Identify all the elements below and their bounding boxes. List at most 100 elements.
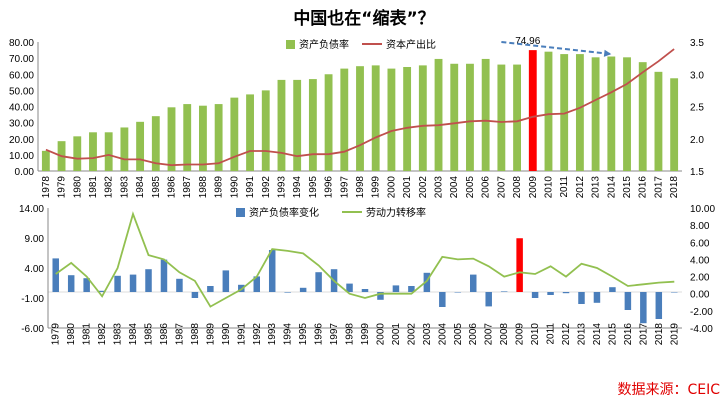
bar-1986: [167, 107, 176, 171]
x-tick-label: 1993: [276, 176, 287, 199]
bar-2017: [640, 292, 647, 324]
x-tick-label: 2012: [561, 323, 572, 346]
bar-1981: [83, 278, 90, 292]
legend-label-bar: 资产负债率变化: [249, 206, 319, 219]
y-right-tick-label: 6.00: [690, 238, 710, 249]
x-tick-label: 2010: [543, 176, 554, 199]
x-tick-label: 2014: [606, 176, 617, 199]
bar-2011: [547, 292, 554, 295]
x-tick-label: 2007: [496, 176, 507, 199]
bar-1982: [104, 132, 113, 171]
x-tick-label: 2019: [669, 323, 680, 346]
x-tick-label: 1992: [252, 323, 263, 346]
y-left-tick-label: 30.00: [9, 119, 34, 130]
bar-1999: [371, 65, 380, 171]
chart-top: 0.00 10.00 20.00 30.00 40.00 50.00 60.00 70.00 8…: [9, 36, 704, 199]
y-right-tick-label: 2.0: [690, 135, 704, 146]
x-tick-label: 2000: [375, 323, 386, 346]
bar-2016: [624, 292, 632, 310]
x-tick-label: 1989: [214, 176, 225, 199]
bar-2000: [387, 68, 396, 171]
bar-2013: [591, 57, 600, 171]
x-tick-label: 1979: [57, 176, 68, 199]
x-tick-label: 1984: [135, 176, 146, 199]
y-left-tick-label: 50.00: [9, 86, 34, 97]
bar-2006: [481, 58, 490, 171]
bar-2013: [578, 292, 585, 304]
bar-2014: [607, 56, 616, 172]
bar-1983: [114, 275, 121, 292]
bar-1978: [41, 150, 50, 171]
bar-1982: [98, 290, 106, 292]
bar-1996: [315, 272, 322, 292]
x-tick-label: 1985: [144, 323, 155, 346]
y-left-tick-label: 14.00: [19, 204, 44, 215]
x-tick-label: 1999: [371, 176, 382, 199]
y-right-tick-label: 2.00: [690, 273, 710, 284]
x-tick-label: 2008: [512, 176, 523, 199]
x-tick-label: 1996: [314, 323, 325, 346]
y-left-tick-label: -1.00: [21, 294, 44, 305]
x-tick-label: 1994: [283, 323, 294, 346]
y-left-tick-label: 40.00: [9, 103, 34, 114]
x-tick-label: 1998: [355, 176, 366, 199]
x-tick-label: 1998: [345, 323, 356, 346]
x-tick-label: 2016: [638, 176, 649, 199]
bar-1987: [183, 104, 192, 171]
x-tick-label: 1995: [298, 323, 309, 346]
bar-1990: [230, 97, 239, 171]
bar-1990: [222, 270, 230, 292]
y-right-tick-label: 4.00: [690, 255, 710, 266]
x-tick-label: 2018: [669, 176, 680, 199]
y-left-tick-label: 20.00: [9, 135, 34, 146]
trend-arrow: [501, 41, 612, 56]
bar-2018: [655, 292, 663, 319]
x-tick-label: 1993: [267, 323, 278, 346]
x-tick-label: 2013: [591, 176, 602, 199]
legend-label-line: 资本产出比: [386, 38, 436, 51]
x-tick-label: 1988: [190, 323, 201, 346]
x-tick-label: 2001: [391, 323, 402, 346]
bar-1995: [299, 287, 307, 292]
annotation-peak: 74.96: [515, 36, 540, 47]
bar-1989: [214, 104, 223, 171]
chart-bottom: -6.00 -1.00 4.00 9.00 14.00 -4.00 -2.00 0.00 2.0…: [19, 204, 715, 346]
x-tick-label: 2000: [386, 176, 397, 199]
bar-2015: [623, 57, 631, 171]
bar-2005: [466, 63, 474, 171]
x-tick-label: 2015: [607, 323, 618, 346]
bar-2012: [562, 292, 570, 294]
bar-2008: [500, 291, 508, 292]
bar-2004: [439, 292, 446, 307]
x-tick-label: 1983: [119, 176, 130, 199]
bar-1985: [151, 116, 160, 171]
bar-2002: [408, 286, 415, 292]
bar-1986: [160, 259, 168, 292]
bar-1979: [52, 258, 59, 292]
x-tick-label: 2018: [654, 323, 665, 346]
y-right-tick-label: 8.00: [690, 221, 710, 232]
x-tick-label: 1985: [151, 176, 162, 199]
x-tick-label: 1996: [324, 176, 335, 199]
legend-label-bar: 资产负债率: [299, 38, 349, 51]
y-left-tick-label: -6.00: [21, 324, 44, 335]
bar-2018: [670, 78, 679, 171]
bar-2010: [544, 51, 553, 171]
x-tick-label: 2010: [530, 323, 541, 346]
bar-2001: [392, 285, 400, 292]
y-left-tick-label: 4.00: [25, 264, 45, 275]
x-tick-label: 1990: [221, 323, 232, 346]
bar-1998: [356, 66, 364, 171]
y-right-tick-label: 1.5: [690, 167, 704, 178]
bar-1997: [340, 68, 349, 171]
bar-2007: [497, 64, 506, 171]
y-left-tick-label: 10.00: [9, 151, 34, 162]
y-right-tick-label: -2.00: [690, 307, 713, 318]
x-tick-label: 2006: [468, 323, 479, 346]
bar-1984: [136, 121, 145, 171]
x-tick-label: 1987: [182, 176, 193, 199]
x-tick-label: 2009: [515, 323, 526, 346]
x-tick-label: 2002: [418, 176, 429, 199]
x-tick-label: 1992: [261, 176, 272, 199]
bar-2004: [450, 63, 459, 171]
